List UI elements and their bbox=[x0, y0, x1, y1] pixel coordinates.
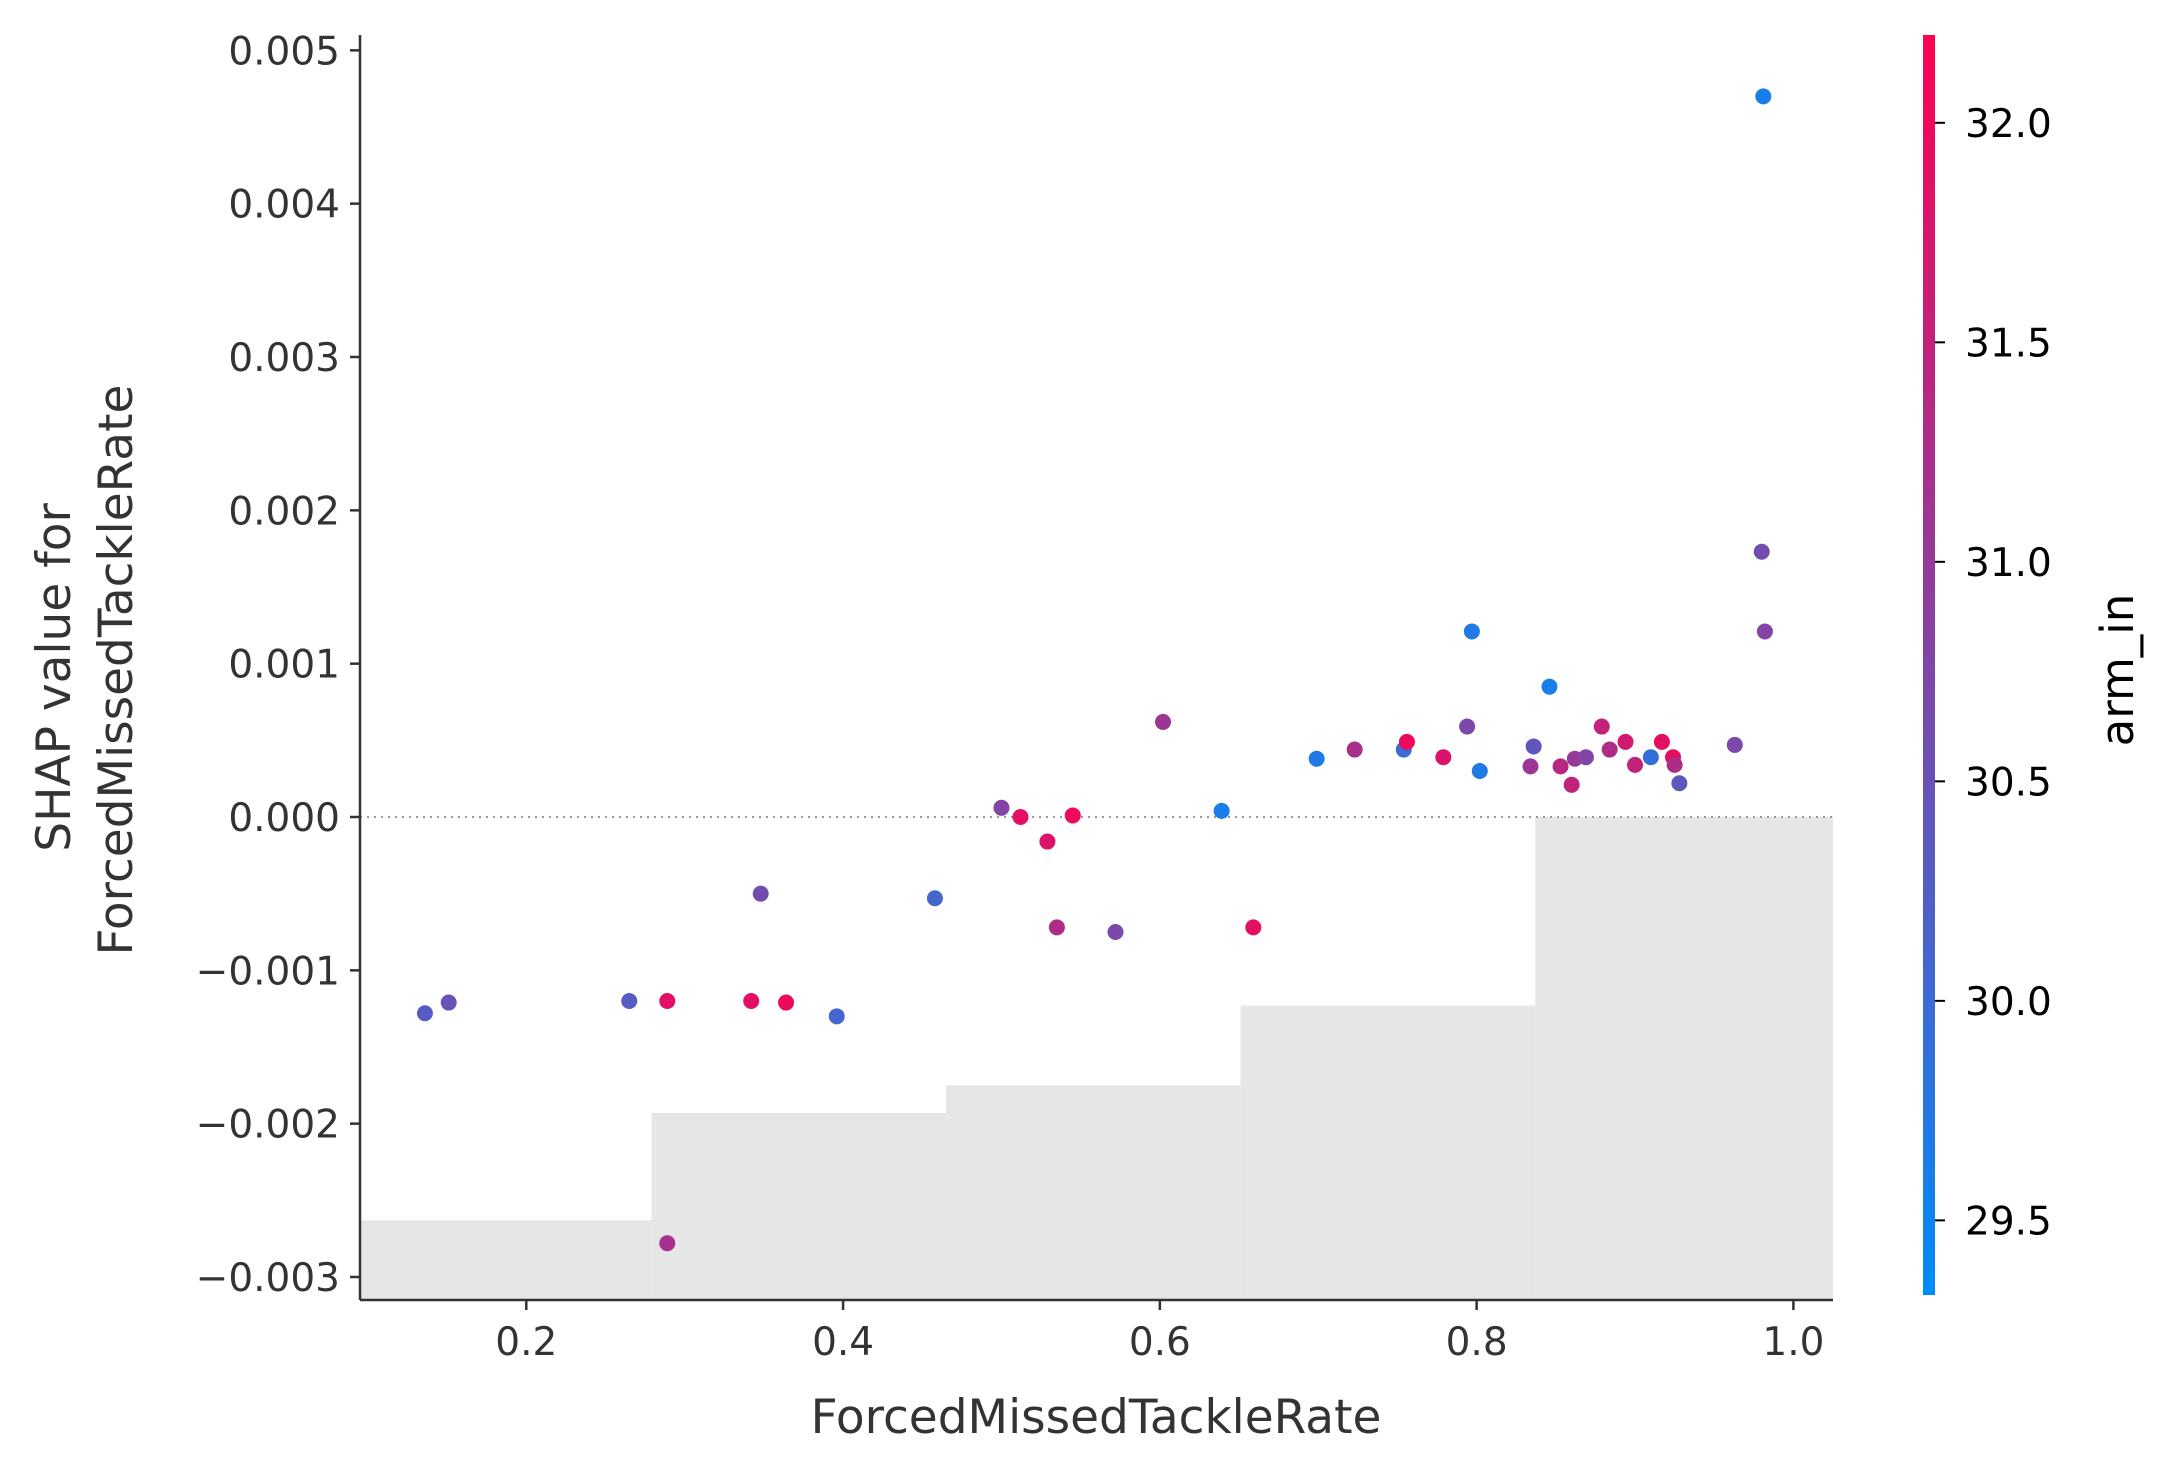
y-tick-label: 0.002 bbox=[228, 489, 340, 534]
x-axis-ticks: 0.2 0.4 0.6 0.8 1.0 bbox=[495, 1300, 1824, 1365]
data-point bbox=[828, 1008, 845, 1025]
x-tick-label: 0.4 bbox=[812, 1320, 874, 1365]
y-tick-label: 0.005 bbox=[228, 29, 340, 74]
data-point bbox=[1577, 749, 1594, 766]
data-point bbox=[1653, 733, 1670, 750]
data-point bbox=[1346, 741, 1363, 758]
data-point bbox=[1755, 88, 1772, 105]
y-tick-label: 0.000 bbox=[228, 796, 340, 841]
data-point bbox=[1642, 749, 1659, 766]
histogram-bin bbox=[360, 1220, 652, 1300]
x-axis-title: ForcedMissedTackleRate bbox=[811, 1390, 1382, 1445]
data-point bbox=[1435, 749, 1452, 766]
y-axis-ticks: −0.003 −0.002 −0.001 0.000 0.001 0.002 0.003 0.… bbox=[196, 29, 360, 1301]
x-tick-label: 0.2 bbox=[495, 1320, 557, 1365]
data-point bbox=[1522, 758, 1539, 775]
x-tick-label: 0.6 bbox=[1129, 1320, 1191, 1365]
data-point bbox=[1471, 763, 1488, 779]
y-tick-label: −0.003 bbox=[196, 1256, 340, 1301]
y-tick-label: −0.002 bbox=[196, 1103, 340, 1148]
y-axis-title: SHAP value for ForcedMissedTackleRate bbox=[27, 385, 144, 956]
y-axis-title-line-1: SHAP value for bbox=[27, 503, 82, 852]
data-point bbox=[659, 993, 676, 1009]
data-point bbox=[1753, 543, 1770, 560]
data-point bbox=[1245, 919, 1262, 936]
histogram-bin bbox=[651, 1112, 947, 1300]
data-point bbox=[778, 994, 795, 1011]
y-tick-label: 0.001 bbox=[228, 643, 340, 688]
colorbar bbox=[1923, 35, 1935, 1295]
x-tick-label: 1.0 bbox=[1762, 1320, 1824, 1365]
data-point bbox=[659, 1235, 676, 1252]
data-point bbox=[1039, 833, 1056, 850]
data-point bbox=[752, 885, 769, 902]
data-point bbox=[1107, 924, 1124, 940]
data-point bbox=[1541, 678, 1558, 695]
data-point bbox=[1064, 807, 1081, 824]
x-tick-label: 0.8 bbox=[1446, 1320, 1508, 1365]
colorbar-ticks: 29.5 30.0 30.5 31.0 31.5 32.0 bbox=[1935, 102, 2052, 1244]
y-tick-label: 0.003 bbox=[228, 336, 340, 381]
data-point bbox=[1213, 802, 1230, 819]
data-point bbox=[1525, 738, 1542, 755]
colorbar-tick-label: 30.0 bbox=[1965, 980, 2052, 1025]
data-point bbox=[1627, 756, 1644, 773]
data-point bbox=[926, 890, 943, 907]
histogram-bin bbox=[1535, 817, 1833, 1300]
y-tick-label: −0.001 bbox=[196, 949, 340, 994]
data-point bbox=[1398, 733, 1415, 750]
y-tick-label: 0.004 bbox=[228, 183, 340, 228]
colorbar-tick-label: 32.0 bbox=[1965, 102, 2052, 147]
scatter-points bbox=[416, 88, 1773, 1252]
data-point bbox=[1726, 736, 1743, 753]
colorbar-title: arm_in bbox=[2091, 594, 2144, 747]
feature-histogram bbox=[360, 817, 1833, 1300]
data-point bbox=[1463, 623, 1480, 640]
data-point bbox=[440, 994, 457, 1011]
data-point bbox=[1666, 756, 1683, 773]
histogram-bin bbox=[1240, 1005, 1536, 1300]
data-point bbox=[1671, 775, 1688, 792]
data-point bbox=[1552, 758, 1569, 775]
data-point bbox=[1012, 809, 1029, 825]
data-point bbox=[743, 993, 760, 1009]
data-point bbox=[1459, 718, 1476, 735]
y-axis-title-line-2: ForcedMissedTackleRate bbox=[89, 385, 144, 956]
colorbar-tick-label: 31.0 bbox=[1965, 541, 2052, 586]
data-point bbox=[993, 799, 1010, 816]
data-point bbox=[1048, 919, 1065, 936]
data-point bbox=[1617, 733, 1634, 750]
colorbar-tick-label: 31.5 bbox=[1965, 321, 2052, 366]
histogram-bin bbox=[946, 1085, 1241, 1300]
data-point bbox=[416, 1005, 433, 1022]
data-point bbox=[1308, 750, 1325, 767]
data-point bbox=[621, 993, 638, 1009]
data-point bbox=[1593, 718, 1610, 735]
data-point bbox=[1756, 623, 1773, 640]
data-point bbox=[1155, 713, 1172, 730]
data-point bbox=[1601, 741, 1618, 758]
data-point bbox=[1563, 776, 1580, 793]
colorbar-tick-label: 30.5 bbox=[1965, 760, 2052, 805]
colorbar-tick-label: 29.5 bbox=[1965, 1199, 2052, 1244]
